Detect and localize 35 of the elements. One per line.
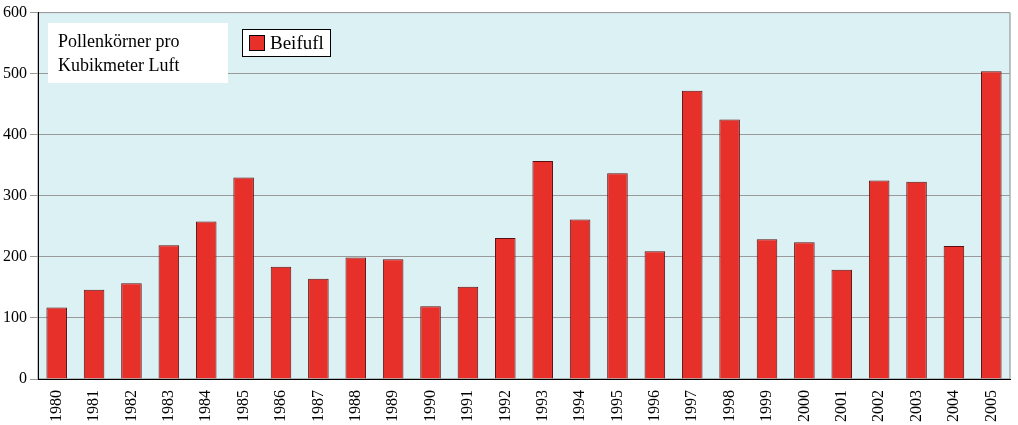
- x-tick-label: 1989: [383, 390, 401, 422]
- x-tick-label: 2003: [906, 390, 924, 422]
- x-tick-label: 1998: [719, 390, 737, 422]
- y-tick-label: 300: [3, 186, 27, 203]
- x-tick-label: 2004: [944, 390, 962, 422]
- x-tick-label: 1988: [345, 390, 363, 422]
- x-tick-label: 1997: [682, 390, 700, 422]
- y-tick-label: 200: [3, 247, 27, 265]
- x-tick-label: 1986: [271, 390, 289, 422]
- x-tick-label: 2001: [831, 390, 849, 422]
- x-tick-label: 1980: [46, 390, 64, 422]
- x-tick-label: 2002: [869, 390, 887, 422]
- x-tick-label: 1995: [607, 390, 625, 422]
- x-tick-label: 2000: [794, 390, 812, 422]
- x-tick-label: 1991: [458, 390, 476, 422]
- x-tick-label: 1993: [532, 390, 550, 422]
- x-tick-label: 1994: [570, 390, 588, 422]
- x-tick-label: 1985: [233, 390, 251, 422]
- x-tick-label: 1992: [495, 390, 513, 422]
- x-tick-label: 1999: [757, 390, 775, 422]
- y-tick-label: 600: [3, 2, 27, 20]
- y-tick-label: 100: [3, 308, 27, 326]
- y-tick-label: 0: [19, 369, 27, 387]
- text-box: Pollenkörner pro Kubikmeter Luft: [48, 22, 228, 83]
- x-tick-label: 1996: [645, 390, 663, 422]
- y-tick-label: 400: [3, 124, 27, 142]
- x-tick-label: 1981: [84, 390, 102, 422]
- x-tick-label: 1984: [196, 390, 214, 422]
- x-tick-label: 1987: [308, 390, 326, 422]
- x-tick-label: 2005: [981, 390, 999, 422]
- legend-label: Beifufl: [270, 31, 324, 54]
- x-tick-label: 1990: [420, 390, 438, 422]
- x-tick-label: 1982: [121, 390, 139, 422]
- x-tick-label: 1983: [159, 390, 177, 422]
- y-tick-label: 500: [3, 63, 27, 81]
